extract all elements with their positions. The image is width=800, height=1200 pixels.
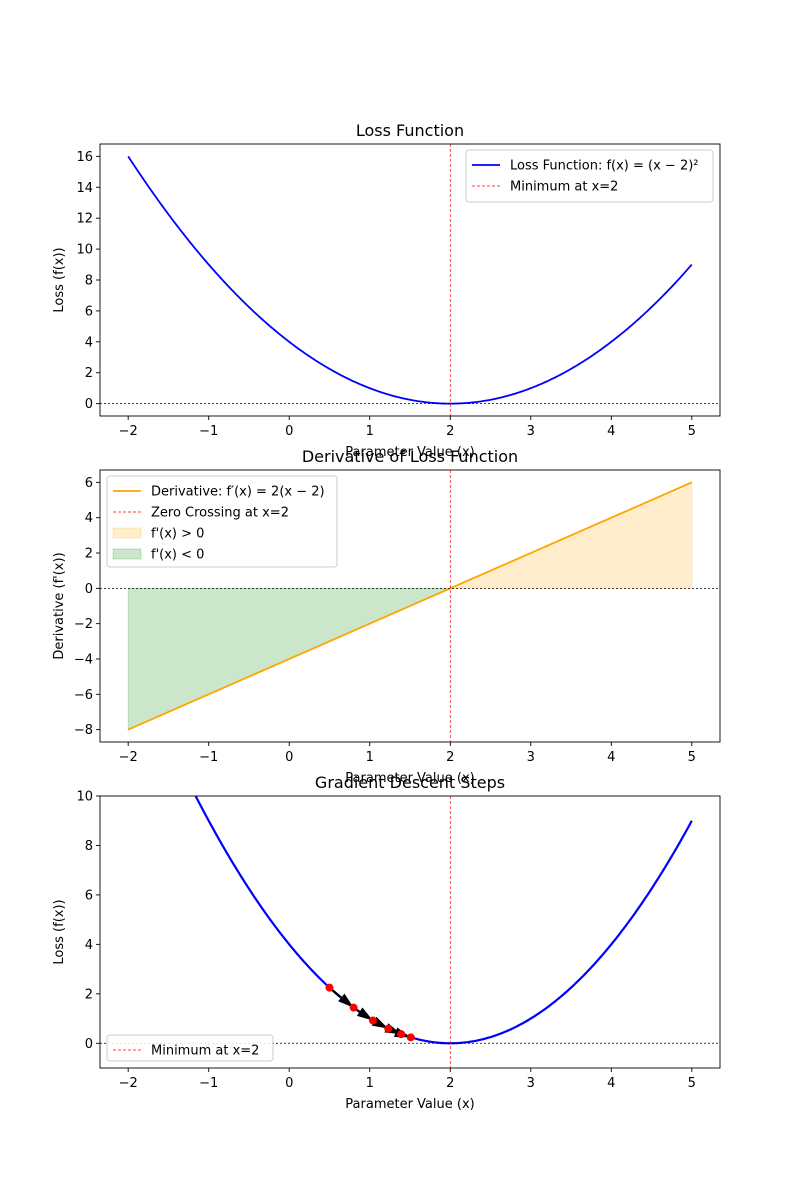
y-tick-label: 0 (85, 1037, 93, 1052)
step-point-4 (384, 1024, 393, 1033)
y-tick-label: 2 (85, 366, 93, 381)
legend-label: Zero Crossing at x=2 (151, 506, 289, 521)
y-tick-label: −6 (74, 688, 93, 703)
y-tick-label: 2 (85, 987, 93, 1002)
x-axis-label: Parameter Value (x) (345, 445, 474, 460)
legend: Derivative: f′(x) = 2(x − 2) Zero Crossin… (106, 475, 338, 568)
chart-title: Gradient Descent Steps (315, 773, 505, 792)
y-tick-label: 6 (85, 476, 93, 491)
y-tick-label: 10 (76, 790, 93, 805)
x-tick-label: 1 (366, 424, 374, 439)
x-tick-label: 1 (366, 750, 374, 765)
legend-box (465, 149, 714, 203)
y-tick-label: 0 (85, 397, 93, 412)
legend-label: f'(x) > 0 (151, 527, 204, 542)
step-arrowhead-1 (338, 993, 354, 1008)
axes-frame (99, 795, 721, 1069)
legend-swatch (112, 527, 142, 539)
y-tick-label: 10 (76, 243, 93, 258)
x-tick-label: 2 (446, 424, 454, 439)
series-line-1 (127, 155, 693, 405)
y-tick-label: −4 (74, 652, 93, 667)
y-axis-label: Loss (f(x)) (52, 247, 67, 312)
y-tick-label: 4 (85, 335, 93, 350)
x-tick-label: 3 (527, 424, 535, 439)
y-tick-label: 14 (76, 181, 93, 196)
x-tick-label: 3 (527, 750, 535, 765)
x-tick-label: 4 (607, 1076, 615, 1091)
x-tick-label: 3 (527, 1076, 535, 1091)
x-tick-label: −2 (119, 424, 138, 439)
x-tick-label: 0 (285, 750, 293, 765)
y-tick-label: 4 (85, 511, 93, 526)
y-tick-label: 6 (85, 304, 93, 319)
x-tick-label: −1 (199, 424, 218, 439)
step-point-2 (349, 1003, 358, 1012)
step-point-6 (406, 1033, 415, 1042)
y-tick-label: 2 (85, 547, 93, 562)
legend-box (106, 1034, 274, 1062)
step-point-1 (325, 983, 334, 992)
x-tick-label: −1 (199, 1076, 218, 1091)
x-tick-label: 0 (285, 1076, 293, 1091)
legend-swatch (112, 548, 142, 560)
y-tick-label: 12 (76, 212, 93, 227)
legend-label: Minimum at x=2 (151, 1044, 259, 1059)
legend-label: Minimum at x=2 (510, 180, 618, 195)
legend-box (106, 475, 338, 568)
chart-title: Loss Function (356, 121, 464, 140)
y-tick-label: 16 (76, 150, 93, 165)
y-axis-label: Loss (f(x)) (52, 899, 67, 964)
x-tick-label: 4 (607, 424, 615, 439)
x-tick-label: 5 (688, 424, 696, 439)
plot-area (100, 144, 720, 416)
chart-title: Derivative of Loss Function (302, 447, 518, 466)
y-tick-label: 4 (85, 938, 93, 953)
x-tick-label: 5 (688, 1076, 696, 1091)
legend: Loss Function: f(x) = (x − 2)² Minimum at… (465, 149, 714, 203)
step-arrowhead-2 (356, 1007, 373, 1021)
legend-label: Loss Function: f(x) = (x − 2)² (510, 159, 699, 174)
y-tick-label: −8 (74, 723, 93, 738)
legend-label: Derivative: f′(x) = 2(x − 2) (151, 485, 325, 500)
x-tick-label: 0 (285, 424, 293, 439)
step-point-5 (397, 1030, 406, 1039)
y-axis-label: Derivative (f'(x)) (52, 552, 67, 659)
x-axis-label: Parameter Value (x) (345, 771, 474, 786)
x-tick-label: −1 (199, 750, 218, 765)
step-point-3 (368, 1016, 377, 1025)
legend-label: f'(x) < 0 (151, 548, 204, 563)
series-line-1 (127, 481, 693, 731)
x-tick-label: −2 (119, 1076, 138, 1091)
x-tick-label: −2 (119, 750, 138, 765)
y-tick-label: −2 (74, 617, 93, 632)
x-tick-label: 4 (607, 750, 615, 765)
plot-area (100, 796, 720, 1068)
axes-frame (99, 469, 721, 743)
x-tick-label: 5 (688, 750, 696, 765)
x-tick-label: 1 (366, 1076, 374, 1091)
panel-3: −2 −1 0 1 2 3 4 5 0 2 4 6 8 10 Parameter Value (x) Loss… (52, 773, 721, 1112)
y-tick-label: 0 (85, 582, 93, 597)
y-tick-label: 8 (85, 839, 93, 854)
panel-2: −2 −1 0 1 2 3 4 5 −8 −6 −4 −2 0 2 4 6 Parameter Value (x… (52, 447, 721, 786)
legend: Minimum at x=2 (106, 1034, 274, 1062)
plot-area (100, 470, 720, 742)
y-tick-label: 6 (85, 888, 93, 903)
series-line-1 (194, 796, 693, 1045)
x-tick-label: 2 (446, 750, 454, 765)
y-tick-label: 8 (85, 274, 93, 289)
x-axis-label: Parameter Value (x) (345, 1097, 474, 1112)
x-tick-label: 2 (446, 1076, 454, 1091)
